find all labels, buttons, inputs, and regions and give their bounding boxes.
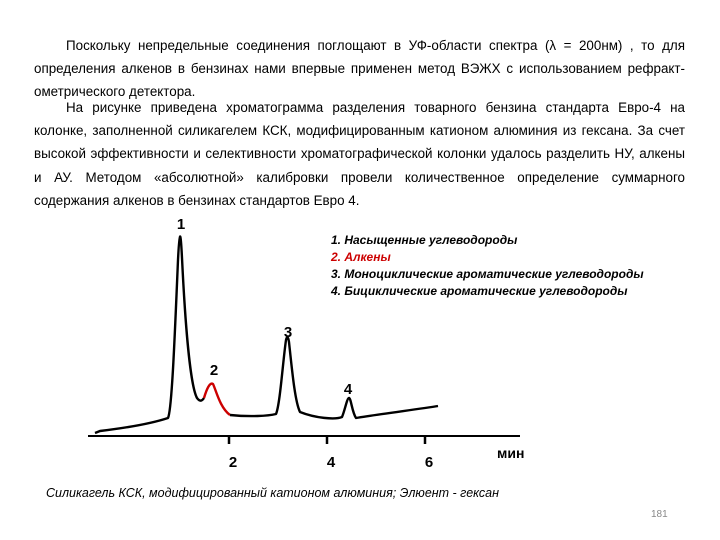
peak-label-2: 2 — [210, 362, 218, 379]
x-tick-label-6: 6 — [425, 454, 433, 471]
x-axis-unit: мин — [497, 445, 524, 461]
chromatogram-trace-tail — [229, 336, 439, 420]
figure-caption: Силикагель КСК, модифицированный катионо… — [46, 486, 499, 500]
chromatogram-chart: 2 4 6 мин 1 2 3 4 1. Насыщенные углеводо… — [88, 216, 644, 471]
chromatogram-trace — [94, 235, 205, 435]
intro-paragraph: Поскольку непредельные соединения поглощ… — [34, 38, 685, 100]
peak-label-3: 3 — [284, 324, 292, 341]
x-tick-label-4: 4 — [327, 454, 336, 471]
peak-2-alkenes-trace — [202, 382, 231, 416]
peak-label-4: 4 — [344, 381, 353, 398]
chromatogram-description-paragraph: На рисунке приведена хроматограмма разде… — [34, 100, 685, 208]
page-number: 181 — [651, 509, 668, 520]
peak-label-1: 1 — [177, 216, 185, 233]
legend-item-1: 1. Насыщенные углеводороды — [331, 233, 518, 247]
legend-item-3: 3. Моноциклические ароматические углевод… — [331, 267, 644, 281]
legend-item-2: 2. Алкены — [330, 250, 391, 264]
x-tick-label-2: 2 — [229, 454, 237, 471]
legend-item-4: 4. Бициклические ароматические углеводор… — [330, 284, 628, 298]
